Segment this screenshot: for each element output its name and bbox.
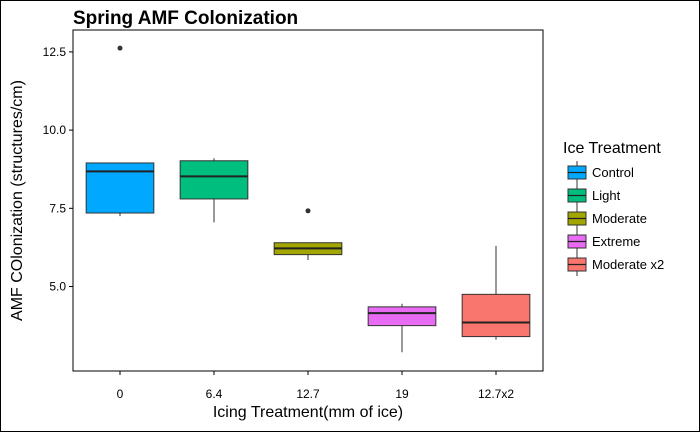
outlier-point [305,208,311,214]
y-tick-label: 7.5 [49,201,66,215]
legend-item: Moderate [567,207,647,230]
legend-item: Moderate x2 [567,253,664,276]
box-moderate-x2 [461,245,531,340]
legend-label: Extreme [592,234,640,249]
box-moderate [273,208,343,260]
x-axis: 0 6.4 12.7 19 12.7x2 [117,371,514,401]
iqr-box [461,293,531,338]
y-tick-label: 12.5 [43,45,67,59]
legend-item: Extreme [567,230,640,253]
legend-label: Control [592,165,634,180]
x-tick-label: 6.4 [206,387,223,401]
legend-label: Light [592,188,621,203]
box-extreme [367,303,437,353]
y-tick-label: 5.0 [49,280,66,294]
box-group [85,45,531,353]
box-control [85,45,155,217]
y-axis: 5.0 7.5 10.0 12.5 [43,45,73,294]
legend-item: Light [567,184,621,207]
y-tick-label: 10.0 [43,123,67,137]
x-tick-label: 12.7 [296,387,320,401]
x-tick-label: 19 [395,387,409,401]
legend-title: Ice Treatment [563,140,661,157]
x-tick-label: 12.7x2 [478,387,514,401]
legend: Ice Treatment Control Light Moderate Extrem… [563,140,664,276]
legend-label: Moderate x2 [592,257,664,272]
iqr-box [367,306,437,327]
outlier-point [117,45,123,51]
x-tick-label: 0 [117,387,124,401]
y-axis-title: AMF COlonization (structures/cm) [9,80,26,321]
iqr-box [179,160,249,200]
x-axis-title: Icing Treatment(mm of ice) [213,404,403,421]
chart-title: Spring AMF Colonization [73,8,298,29]
box-light [179,158,249,223]
legend-item: Control [567,161,634,184]
legend-label: Moderate [592,211,647,226]
